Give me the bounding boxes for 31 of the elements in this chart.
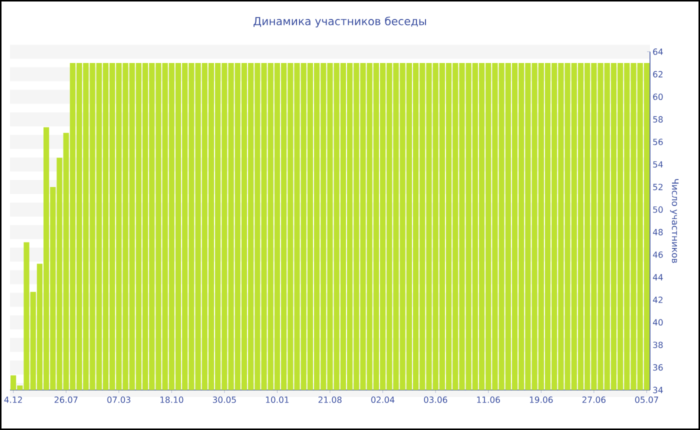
y-tick-label: 62 [653, 71, 662, 78]
x-tick-label: 10.01 [266, 396, 289, 403]
x-tick-label: 11.06 [477, 396, 500, 403]
y-tick-label: 36 [653, 364, 663, 371]
x-tick-label: 21.08 [318, 396, 342, 403]
x-tick-label: 4.12 [4, 396, 22, 403]
y-tick-label: 52 [653, 184, 662, 190]
y-tick-label: 38 [653, 342, 663, 348]
x-tick-label: 27.06 [582, 396, 606, 403]
y-axis-title: Число участников [670, 179, 679, 263]
y-tick-label: 42 [652, 296, 662, 303]
y-tick-label: 50 [653, 206, 663, 213]
y-tick-label: 34 [653, 386, 663, 394]
x-tick-label: 19.06 [530, 396, 553, 403]
y-tick-label: 58 [653, 116, 663, 123]
y-tick-label: 44 [652, 274, 663, 280]
x-tick-label: 30.05 [212, 396, 236, 403]
y-tick-label: 54 [653, 161, 663, 168]
y-tick-label: 40 [652, 319, 663, 326]
x-tick-label: 05.07 [635, 396, 658, 403]
y-tick-label: 48 [652, 228, 663, 236]
x-tick-label: 07.03 [107, 396, 130, 403]
y-tick-label: 46 [652, 251, 663, 258]
x-tick-label: 02.04 [371, 396, 394, 403]
x-tick-label: 26.07 [54, 396, 78, 403]
y-tick-label: 60 [653, 94, 663, 100]
x-tick-label: 18.10 [160, 396, 184, 403]
y-tick-label: 64 [653, 48, 663, 55]
y-tick-label: 56 [653, 138, 663, 146]
x-tick-label: 03.06 [424, 396, 448, 403]
chart-title: Динамика участников беседы [254, 16, 426, 28]
